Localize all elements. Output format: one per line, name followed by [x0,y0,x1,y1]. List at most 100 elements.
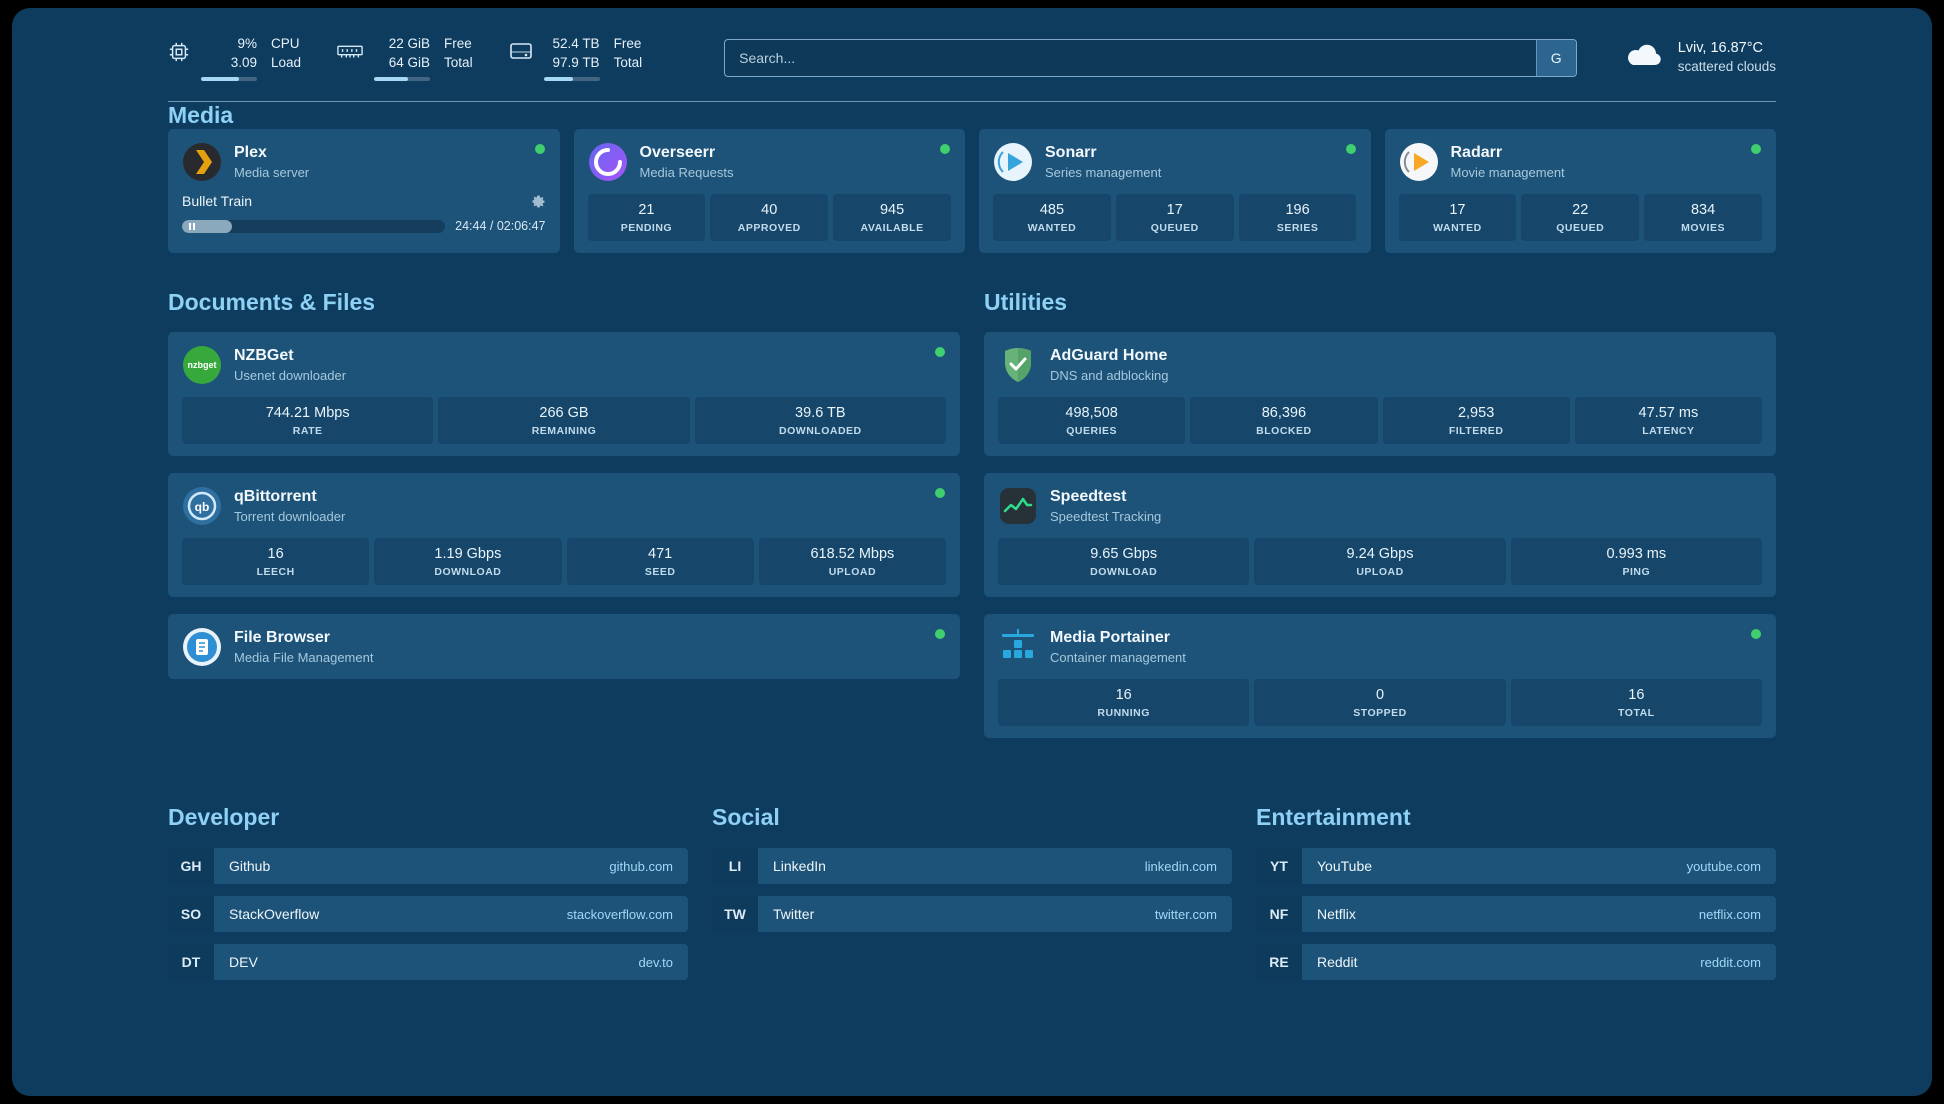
bookmark-url: netflix.com [1698,906,1761,922]
status-dot [940,144,950,154]
weather-location: Lviv, 16.87°C [1677,40,1764,56]
stat-box: 744.21 Mbps RATE [182,397,434,444]
dashboard: 9% 3.09 CPU Load [12,8,1932,1096]
search-provider-button[interactable]: G [1535,39,1576,76]
stat-box: 16 LEECH [182,538,370,585]
bookmark-url: youtube.com [1686,858,1761,874]
memory-widget: 22 GiB 64 GiB Free Total [337,34,473,81]
bookmark-code: NF [1256,896,1302,932]
utilities-column: Utilities [984,289,1776,738]
bookmark-youtube[interactable]: YT YouTube youtube.com [1256,848,1776,884]
app-card-portainer[interactable]: Media Portainer Container management 16 … [984,614,1776,738]
stat-box: 16 TOTAL [1510,679,1762,726]
playback-progress-bar[interactable] [182,219,446,233]
stat-box: 9.65 Gbps DOWNLOAD [998,538,1250,585]
playback-time: 24:44 / 02:06:47 [455,219,546,233]
documents-section-heading: Documents & Files [168,289,376,315]
app-subtitle: Torrent downloader [234,509,346,524]
status-dot [534,144,545,154]
bookmark-reddit[interactable]: RE Reddit reddit.com [1256,944,1776,980]
app-name: Sonarr [1045,144,1097,161]
app-card-nzbget[interactable]: nzbget NZBGet Usenet downloader 744.21 M… [168,332,960,456]
app-card-filebrowser[interactable]: File Browser Media File Management [168,614,960,679]
app-name: AdGuard Home [1050,347,1168,364]
topbar: 9% 3.09 CPU Load [168,34,1776,81]
pause-icon[interactable] [189,222,195,230]
app-card-radarr[interactable]: Radarr Movie management 17 WANTED 22 QUE… [1384,129,1776,253]
bookmark-url: stackoverflow.com [566,906,673,922]
bookmark-name: DEV [229,954,258,970]
stat-box: 0.993 ms PING [1510,538,1762,585]
speedtest-icon [998,486,1038,526]
app-card-overseerr[interactable]: Overseerr Media Requests 21 PENDING 40 A… [573,129,965,253]
bookmark-group-developer: Developer GH Github github.com SO StackO… [168,804,688,980]
app-card-sonarr[interactable]: Sonarr Series management 485 WANTED 17 Q… [979,129,1371,253]
radarr-icon [1399,142,1439,182]
entertainment-section-heading: Entertainment [1256,804,1411,830]
social-section-heading: Social [712,804,780,830]
disk-label-2: Total [613,55,643,70]
portainer-icon [998,627,1038,667]
stat-box: 485 WANTED [993,194,1111,241]
stat-box: 498,508 QUERIES [998,397,1186,444]
weather-condition: scattered clouds [1677,59,1776,74]
bookmark-url: github.com [609,858,673,874]
bookmark-code: DT [168,944,214,980]
app-subtitle: Container management [1050,650,1186,665]
bookmark-dev[interactable]: DT DEV dev.to [168,944,688,980]
app-card-qbittorrent[interactable]: qb qBittorrent Torrent downloader 16 LEE… [168,473,960,597]
app-name: qBittorrent [234,488,317,505]
stat-box: 21 PENDING [587,194,706,241]
app-name: Media Portainer [1050,629,1171,646]
stat-box: 471 SEED [566,538,754,585]
status-dot [1345,144,1356,154]
bookmark-group-social: Social LI LinkedIn linkedin.com TW Twitt… [712,804,1232,980]
gear-icon[interactable] [531,194,546,209]
cloud-icon [1623,40,1665,75]
app-subtitle: Usenet downloader [234,368,347,383]
app-subtitle: Speedtest Tracking [1050,509,1162,524]
cpu-widget: 9% 3.09 CPU Load [168,34,301,81]
stat-box: 47.57 ms LATENCY [1574,397,1762,444]
stat-box: 196 SERIES [1238,194,1357,241]
app-subtitle: Series management [1045,165,1162,180]
bookmark-netflix[interactable]: NF Netflix netflix.com [1256,896,1776,932]
stat-box: 2,953 FILTERED [1382,397,1570,444]
search-input[interactable] [725,39,1536,76]
stat-box: 9.24 Gbps UPLOAD [1254,538,1506,585]
disk-label-1: Free [613,36,642,51]
bookmark-name: Reddit [1317,954,1358,970]
stat-box: 17 WANTED [1398,194,1517,241]
app-subtitle: Media Requests [639,165,734,180]
status-dot [935,629,945,639]
memory-total-value: 64 GiB [388,55,431,70]
search-bar: G [724,38,1577,77]
stat-box: 618.52 Mbps UPLOAD [758,538,946,585]
app-subtitle: Media server [234,165,310,180]
app-card-adguard[interactable]: AdGuard Home DNS and adblocking 498,508 … [984,332,1776,456]
stat-box: 266 GB REMAINING [438,397,690,444]
bookmark-code: YT [1256,848,1302,884]
bookmark-url: reddit.com [1700,954,1761,970]
bookmark-twitter[interactable]: TW Twitter twitter.com [712,896,1232,932]
cpu-usage-bar [201,77,257,81]
stat-box: 86,396 BLOCKED [1190,397,1378,444]
bookmark-github[interactable]: GH Github github.com [168,848,688,884]
memory-label-1: Free [444,36,472,51]
sonarr-icon [993,142,1033,182]
plex-icon [182,142,222,182]
svg-text:qb: qb [195,500,210,514]
app-card-plex[interactable]: Plex Media server Bullet Train [168,129,560,253]
media-section-heading: Media [168,102,234,128]
stat-box: 17 QUEUED [1115,194,1234,241]
svg-text:nzbget: nzbget [188,360,217,370]
app-card-speedtest[interactable]: Speedtest Speedtest Tracking 9.65 Gbps D… [984,473,1776,597]
app-name: Plex [234,144,267,161]
overseerr-icon [588,142,628,182]
stat-box: 39.6 TB DOWNLOADED [694,397,946,444]
bookmark-linkedin[interactable]: LI LinkedIn linkedin.com [712,848,1232,884]
bookmark-code: LI [712,848,758,884]
memory-label-2: Total [444,55,473,70]
bookmark-stackoverflow[interactable]: SO StackOverflow stackoverflow.com [168,896,688,932]
disk-total-value: 97.9 TB [552,55,600,70]
